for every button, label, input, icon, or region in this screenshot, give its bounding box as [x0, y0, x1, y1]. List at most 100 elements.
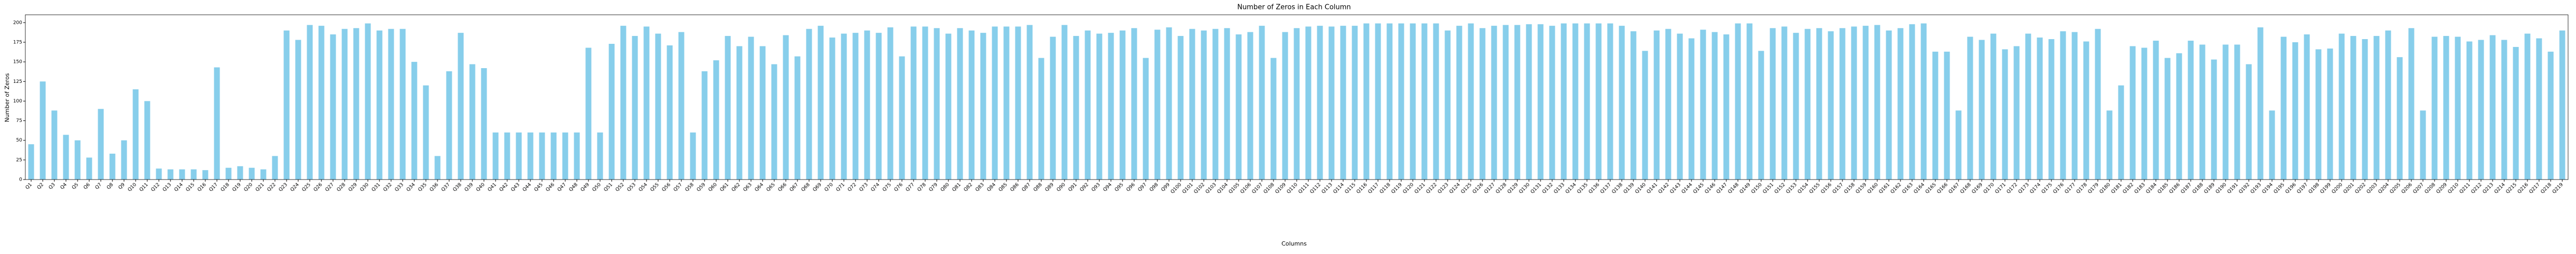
bar — [1050, 36, 1056, 180]
x-tick-label: Q188 — [2192, 182, 2204, 195]
y-tick-label: 150 — [13, 60, 22, 65]
bar — [632, 36, 638, 180]
bar — [620, 25, 626, 180]
bar — [1897, 28, 1904, 180]
bar — [1503, 25, 1509, 180]
x-tick-label: Q210 — [2447, 182, 2460, 195]
x-tick-label: Q123 — [1437, 182, 1450, 195]
x-tick-label: Q78 — [917, 182, 927, 193]
x-tick-label: Q16 — [197, 182, 207, 193]
x-tick-label: Q53 — [626, 182, 637, 193]
x-tick-label: Q162 — [1890, 182, 1903, 195]
x-tick-label: Q118 — [1379, 182, 1392, 195]
bar — [643, 26, 650, 180]
x-tick-label: Q206 — [2401, 182, 2413, 195]
bar — [458, 33, 464, 180]
bar — [318, 25, 325, 180]
x-tick-label: Q67 — [789, 182, 800, 193]
x-tick-label: Q50 — [592, 182, 602, 193]
x-tick-label: Q82 — [963, 182, 974, 193]
bar — [1433, 23, 1439, 180]
x-tick-label: Q74 — [870, 182, 881, 193]
bar — [411, 62, 417, 180]
bar — [1166, 27, 1172, 180]
x-tick-label: Q161 — [1878, 182, 1891, 195]
x-tick-label: Q109 — [1275, 182, 1287, 195]
x-tick-label: Q60 — [708, 182, 718, 193]
bar — [1398, 23, 1404, 180]
x-tick-label: Q153 — [1785, 182, 1798, 195]
x-tick-label: Q75 — [882, 182, 892, 193]
x-tick-label: Q120 — [1402, 182, 1415, 195]
x-tick-label: Q81 — [952, 182, 962, 193]
bar — [2130, 46, 2136, 180]
x-tick-label: Q173 — [2018, 182, 2030, 195]
x-tick-label: Q19 — [232, 182, 242, 193]
x-tick-label: Q192 — [2238, 182, 2251, 195]
bar — [655, 33, 661, 180]
bar — [1735, 23, 1741, 180]
bar — [934, 28, 940, 180]
x-tick-label: Q65 — [766, 182, 776, 193]
x-tick-label: Q122 — [1425, 182, 1438, 195]
bar — [2037, 37, 2043, 180]
x-tick-label: Q80 — [940, 182, 950, 193]
bar — [2048, 39, 2055, 180]
x-tick-label: Q215 — [2505, 182, 2518, 195]
x-tick-label: Q127 — [1484, 182, 1496, 195]
bar — [701, 71, 708, 180]
bar — [2489, 35, 2496, 180]
y-tick-label: 200 — [13, 20, 22, 25]
x-tick-label: Q83 — [975, 182, 985, 193]
bar — [2257, 27, 2264, 180]
x-tick-label: Q73 — [859, 182, 869, 193]
x-tick-label: Q22 — [267, 182, 277, 193]
bar — [690, 132, 696, 180]
bar — [1247, 32, 1253, 180]
x-tick-label: Q218 — [2540, 182, 2553, 195]
bar — [1677, 33, 1683, 180]
bar — [794, 56, 801, 180]
bar — [1259, 25, 1265, 180]
bar — [2246, 64, 2252, 180]
bar — [1630, 31, 1637, 180]
bar — [2315, 49, 2322, 180]
bar — [504, 132, 510, 180]
x-tick-label: Q193 — [2250, 182, 2263, 195]
x-tick-label: Q101 — [1182, 182, 1194, 195]
bar — [2350, 36, 2356, 180]
bar — [562, 132, 568, 180]
bar — [1619, 25, 1625, 180]
bar — [1514, 25, 1520, 180]
x-tick-label: Q201 — [2343, 182, 2355, 195]
x-tick-label: Q166 — [1936, 182, 1949, 195]
bar — [144, 101, 150, 180]
x-tick-label: Q6 — [83, 182, 91, 191]
bar — [841, 33, 847, 180]
bar — [132, 89, 139, 180]
bar — [1375, 23, 1381, 180]
bar — [1456, 25, 1462, 180]
x-tick-label: Q169 — [1971, 182, 1984, 195]
bar — [1270, 58, 1277, 180]
x-tick-label: Q131 — [1530, 182, 1543, 195]
x-tick-label: Q103 — [1205, 182, 1218, 195]
x-tick-label: Q79 — [928, 182, 939, 193]
bar — [1526, 24, 1532, 180]
x-tick-label: Q207 — [2412, 182, 2425, 195]
bar — [2455, 36, 2461, 180]
bar — [539, 132, 545, 180]
x-tick-label: Q136 — [1588, 182, 1601, 195]
bar — [40, 81, 46, 180]
x-tick-label: Q145 — [1693, 182, 1705, 195]
bar — [1793, 33, 1799, 180]
bar — [2280, 36, 2287, 180]
x-tick-label: Q189 — [2203, 182, 2216, 195]
x-tick-label: Q144 — [1681, 182, 1694, 195]
bar — [2339, 33, 2345, 180]
bar — [1201, 30, 1207, 180]
x-tick-label: Q205 — [2389, 182, 2402, 195]
bar — [2524, 33, 2531, 180]
x-tick-label: Q100 — [1170, 182, 1183, 195]
